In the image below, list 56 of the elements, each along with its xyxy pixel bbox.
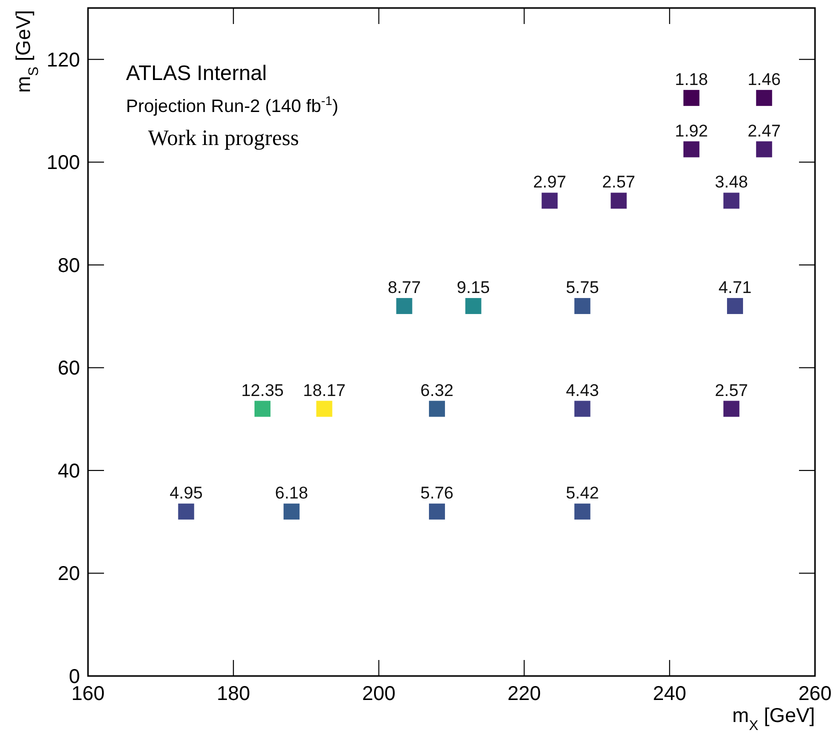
annotation: 1.92 bbox=[674, 121, 708, 140]
annotation: 18.17 bbox=[303, 380, 346, 400]
x-axis-title: m$_{X}$ [GeV] bbox=[732, 705, 815, 733]
annotation: Projection Run-2 (140 fb$^{-1}$) bbox=[126, 94, 338, 116]
point bbox=[727, 298, 744, 314]
y-tick-label: 20 bbox=[58, 563, 80, 586]
point bbox=[284, 504, 300, 520]
annotation: 1.46 bbox=[748, 70, 781, 89]
point bbox=[465, 298, 482, 314]
point bbox=[542, 192, 558, 209]
y-tick-label: 100 bbox=[46, 152, 80, 174]
point bbox=[428, 400, 445, 417]
point bbox=[610, 192, 627, 209]
x-tick-label: 160 bbox=[71, 683, 105, 705]
annotation: 2.57 bbox=[714, 380, 748, 400]
point bbox=[683, 90, 700, 106]
annotation: 2.97 bbox=[533, 172, 566, 192]
annotation: 2.57 bbox=[602, 172, 636, 192]
point bbox=[316, 400, 332, 417]
annotation: ATLAS Internal bbox=[126, 62, 267, 85]
annotation: 4.95 bbox=[170, 484, 203, 503]
annotation: 2.47 bbox=[748, 121, 781, 140]
annotation: 1.18 bbox=[674, 70, 708, 89]
x-tick-label: 220 bbox=[508, 683, 541, 705]
y-tick-label: 80 bbox=[58, 254, 80, 277]
annotation: Work in progress bbox=[148, 125, 299, 150]
point bbox=[683, 141, 700, 158]
x-tick-label: 240 bbox=[652, 683, 686, 705]
point bbox=[396, 298, 412, 314]
y-tick-label: 120 bbox=[46, 49, 80, 72]
annotation: 5.76 bbox=[420, 484, 454, 503]
annotation: 4.43 bbox=[566, 380, 599, 400]
annotation: 9.15 bbox=[456, 278, 490, 298]
y-tick-label: 60 bbox=[58, 358, 80, 380]
x-tick-label: 260 bbox=[798, 683, 832, 705]
x-tick-label: 200 bbox=[362, 683, 396, 705]
annotation: 8.77 bbox=[388, 278, 421, 298]
annotation: 3.48 bbox=[714, 172, 748, 192]
annotation: 4.71 bbox=[718, 278, 752, 298]
y-tick-label: 40 bbox=[58, 460, 80, 482]
point bbox=[574, 504, 590, 520]
point bbox=[723, 192, 740, 209]
annotation: 6.32 bbox=[420, 380, 454, 400]
annotation: 5.75 bbox=[566, 278, 599, 298]
annotation: 12.35 bbox=[241, 380, 284, 400]
point bbox=[723, 400, 740, 417]
annotation: 6.18 bbox=[275, 484, 308, 503]
x-tick-label: 180 bbox=[216, 683, 250, 705]
point bbox=[756, 141, 772, 158]
point bbox=[574, 298, 590, 314]
point bbox=[428, 504, 445, 520]
point bbox=[574, 400, 590, 417]
point bbox=[756, 90, 772, 106]
annotation: 5.42 bbox=[566, 484, 599, 503]
point bbox=[254, 400, 270, 417]
point bbox=[178, 504, 194, 520]
